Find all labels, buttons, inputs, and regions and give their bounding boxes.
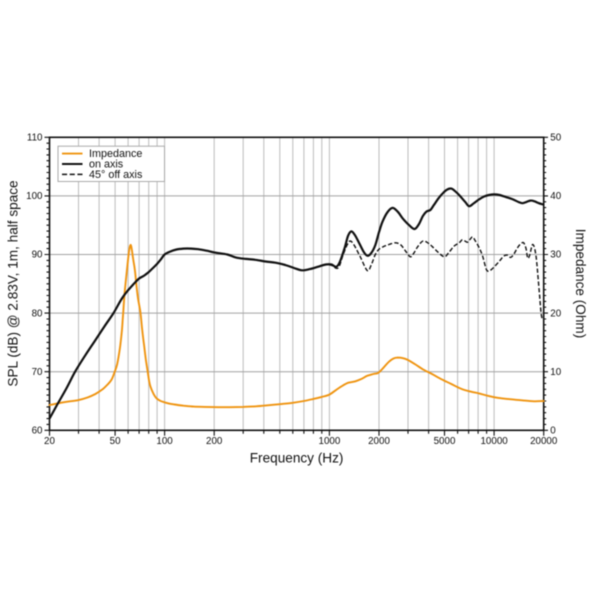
svg-text:10: 10 [550, 367, 561, 378]
svg-text:Impedance (Ohm): Impedance (Ohm) [573, 229, 588, 339]
svg-text:on axis: on axis [89, 159, 124, 171]
svg-text:5000: 5000 [434, 436, 456, 447]
svg-text:100: 100 [26, 191, 43, 202]
svg-text:45° off axis: 45° off axis [89, 169, 143, 181]
svg-text:2000: 2000 [368, 436, 390, 447]
svg-text:80: 80 [32, 308, 43, 319]
svg-text:40: 40 [550, 191, 561, 202]
svg-text:90: 90 [32, 250, 43, 261]
svg-text:0: 0 [550, 426, 556, 437]
svg-text:100: 100 [156, 436, 173, 447]
svg-text:30: 30 [550, 250, 561, 261]
svg-text:50: 50 [110, 436, 121, 447]
svg-text:Frequency (Hz): Frequency (Hz) [250, 450, 344, 465]
svg-text:1000: 1000 [319, 436, 341, 447]
svg-text:10000: 10000 [480, 436, 508, 447]
svg-text:50: 50 [550, 133, 561, 144]
svg-text:SPL (dB) @ 2.83V, 1m, half spa: SPL (dB) @ 2.83V, 1m, half space [6, 180, 21, 386]
svg-text:20: 20 [550, 308, 561, 319]
svg-text:200: 200 [206, 436, 223, 447]
svg-text:110: 110 [27, 133, 43, 144]
svg-text:20: 20 [44, 436, 55, 447]
svg-text:60: 60 [32, 426, 43, 437]
svg-text:70: 70 [32, 367, 43, 378]
svg-text:Impedance: Impedance [89, 148, 142, 160]
svg-text:20000: 20000 [530, 436, 558, 447]
